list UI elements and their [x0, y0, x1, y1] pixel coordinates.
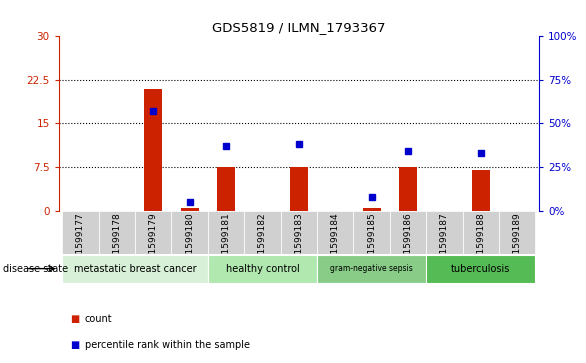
Text: GSM1599184: GSM1599184	[331, 213, 340, 273]
Text: count: count	[85, 314, 113, 325]
Text: tuberculosis: tuberculosis	[451, 264, 510, 274]
Text: GSM1599188: GSM1599188	[476, 213, 485, 273]
Text: GSM1599182: GSM1599182	[258, 213, 267, 273]
Text: healthy control: healthy control	[226, 264, 299, 274]
Text: metastatic breast cancer: metastatic breast cancer	[74, 264, 196, 274]
FancyBboxPatch shape	[208, 211, 244, 254]
Text: ■: ■	[70, 340, 80, 350]
Bar	[472, 170, 490, 211]
FancyBboxPatch shape	[135, 211, 172, 254]
FancyBboxPatch shape	[62, 211, 98, 254]
FancyBboxPatch shape	[463, 211, 499, 254]
Text: GSM1599186: GSM1599186	[404, 213, 413, 273]
Text: disease state: disease state	[3, 264, 68, 274]
FancyBboxPatch shape	[353, 211, 390, 254]
Text: GSM1599179: GSM1599179	[149, 213, 158, 273]
FancyBboxPatch shape	[499, 211, 536, 254]
Text: GSM1599177: GSM1599177	[76, 213, 85, 273]
Bar	[180, 208, 199, 211]
FancyBboxPatch shape	[244, 211, 281, 254]
Text: GSM1599178: GSM1599178	[113, 213, 121, 273]
FancyBboxPatch shape	[281, 211, 317, 254]
FancyBboxPatch shape	[172, 211, 208, 254]
FancyBboxPatch shape	[317, 255, 426, 282]
Text: ■: ■	[70, 314, 80, 325]
FancyBboxPatch shape	[317, 211, 353, 254]
Bar	[144, 89, 162, 211]
Text: GSM1599181: GSM1599181	[222, 213, 230, 273]
Text: percentile rank within the sample: percentile rank within the sample	[85, 340, 250, 350]
FancyBboxPatch shape	[390, 211, 426, 254]
Text: GSM1599187: GSM1599187	[440, 213, 449, 273]
Bar	[217, 167, 235, 211]
Text: gram-negative sepsis: gram-negative sepsis	[331, 264, 413, 273]
Bar	[363, 208, 381, 211]
Bar	[399, 167, 417, 211]
Text: GSM1599180: GSM1599180	[185, 213, 194, 273]
Bar	[289, 167, 308, 211]
FancyBboxPatch shape	[426, 255, 536, 282]
Title: GDS5819 / ILMN_1793367: GDS5819 / ILMN_1793367	[212, 21, 386, 34]
FancyBboxPatch shape	[208, 255, 317, 282]
FancyBboxPatch shape	[98, 211, 135, 254]
Text: GSM1599185: GSM1599185	[367, 213, 376, 273]
Text: GSM1599189: GSM1599189	[513, 213, 522, 273]
Text: GSM1599183: GSM1599183	[294, 213, 304, 273]
FancyBboxPatch shape	[62, 255, 208, 282]
FancyBboxPatch shape	[426, 211, 463, 254]
